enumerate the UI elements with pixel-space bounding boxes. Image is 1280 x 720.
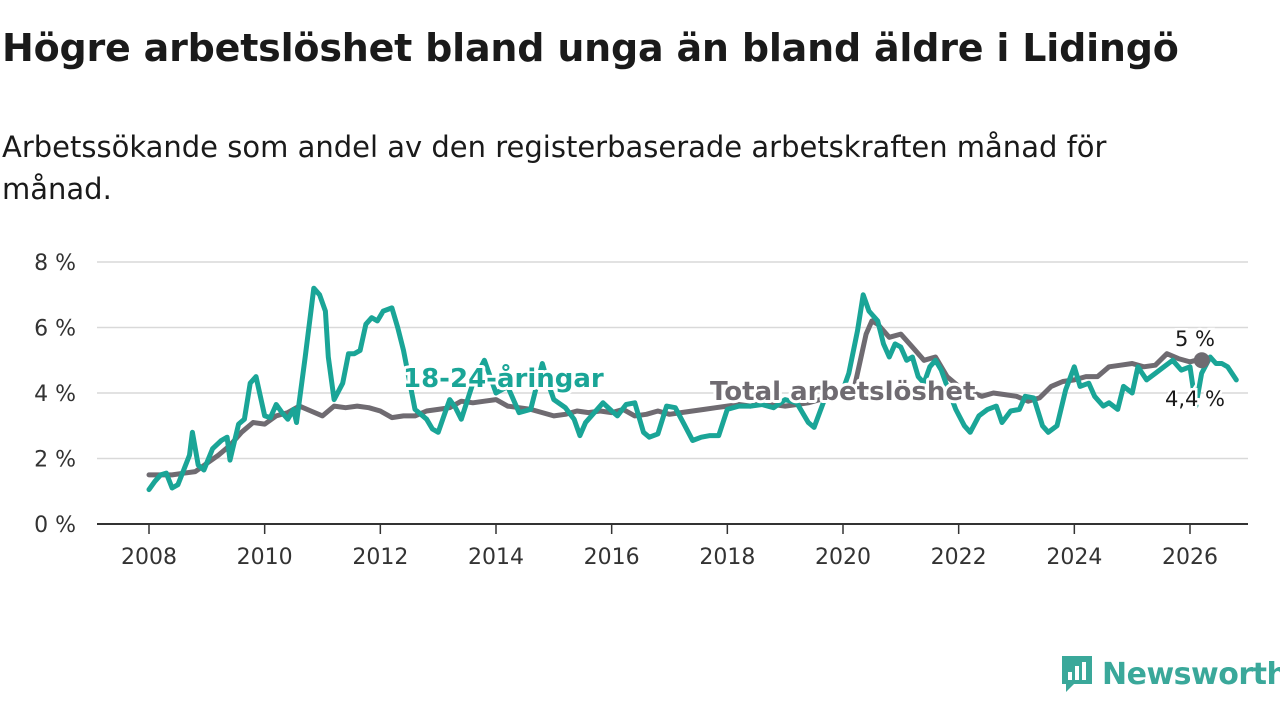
chart-title: Högre arbetslöshet bland unga än bland ä… [2, 26, 1179, 70]
end-point-marker [1193, 352, 1210, 369]
series-label-18-24: 18-24-åringar [403, 362, 604, 394]
x-tick-label: 2008 [121, 545, 177, 570]
end-label-total: 5 % [1175, 327, 1215, 351]
y-tick-label: 0 % [34, 513, 76, 538]
x-tick-label: 2026 [1162, 545, 1218, 570]
y-tick-label: 6 % [34, 317, 76, 342]
y-tick-label: 2 % [34, 448, 76, 473]
series-line-18-24 [146, 285, 1239, 493]
x-tick-label: 2014 [468, 545, 524, 570]
x-tick-label: 2010 [237, 545, 293, 570]
end-label-18-24: 4,4 % [1165, 387, 1225, 411]
y-tick-label: 8 % [34, 251, 76, 276]
y-tick-label: 4 % [34, 382, 76, 407]
newsworthy-logo-text: Newsworthy [1102, 656, 1280, 692]
newsworthy-logo-icon [1062, 656, 1092, 692]
series-label-total: Total arbetslöshet [710, 377, 975, 407]
axes: 0 % 2 % 4 % 6 % 8 % 2008 2010 2012 2014 2016 2018 2… [34, 251, 1248, 570]
series-lines [146, 285, 1239, 493]
x-tick-label: 2022 [931, 545, 987, 570]
x-tick-label: 2012 [352, 545, 408, 570]
gridlines [97, 261, 1248, 460]
x-tick-label: 2016 [584, 545, 640, 570]
newsworthy-logo: Newsworthy [1060, 654, 1280, 694]
series-labels: 18-24-åringar Total arbetslöshet 5 % 4,4… [400, 325, 1228, 414]
x-tick-label: 2018 [699, 545, 755, 570]
chart-subtitle: Arbetssökande som andel av den registerb… [2, 130, 1107, 206]
x-tick-label: 2024 [1046, 545, 1102, 570]
x-tick-label: 2020 [815, 545, 871, 570]
